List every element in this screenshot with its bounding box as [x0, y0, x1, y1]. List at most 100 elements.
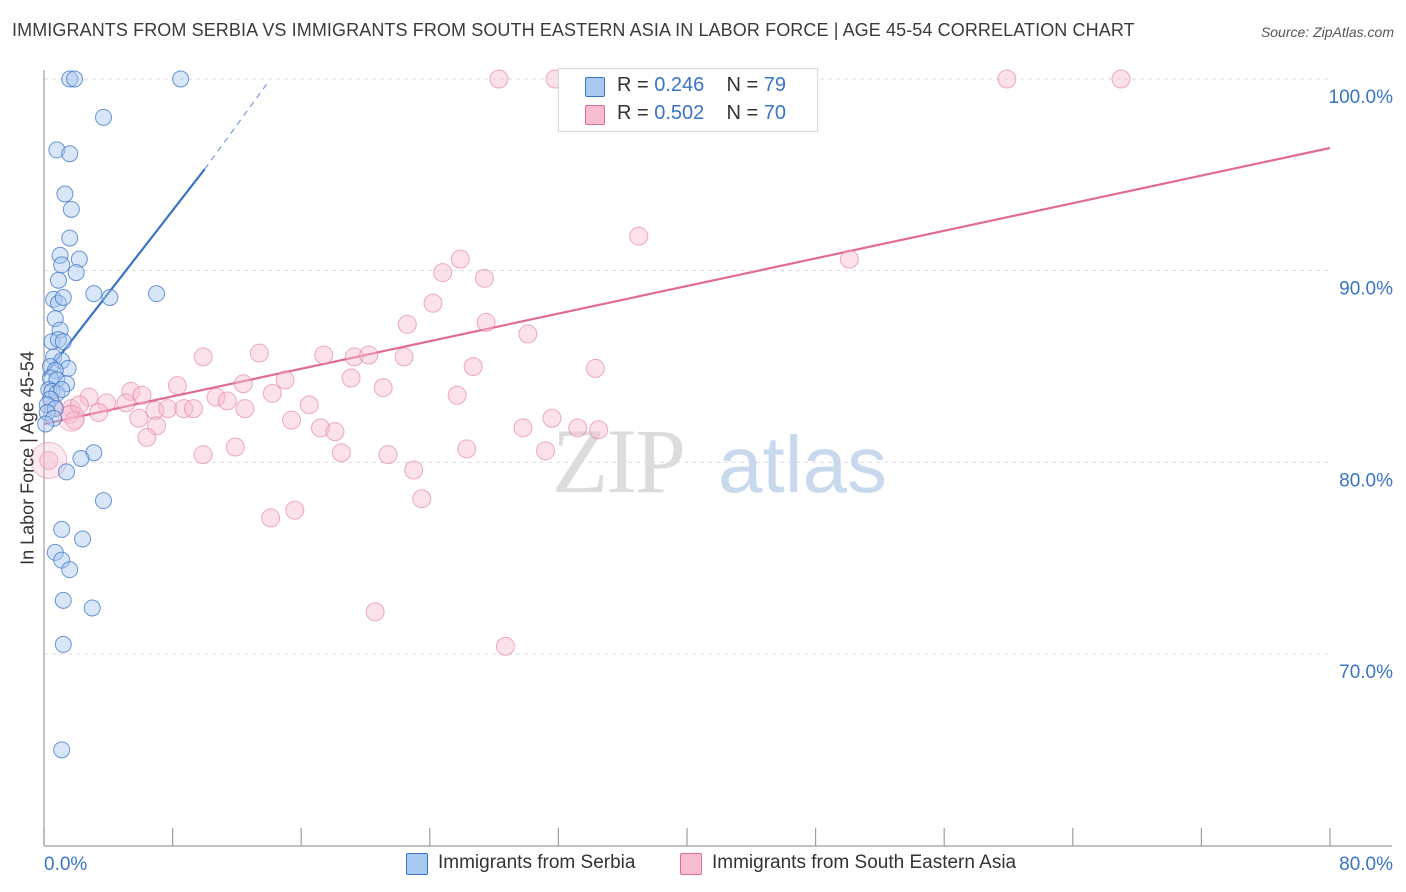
sea-point	[585, 358, 605, 378]
sea-point	[365, 602, 385, 622]
sea-point	[450, 249, 470, 269]
serbia-point	[54, 289, 72, 306]
serbia-point	[94, 108, 112, 126]
tick-labels: 70.0% 80.0% 90.0% 100.0% 0.0% 80.0%	[44, 87, 1393, 875]
serbia-point	[101, 289, 119, 306]
serbia-point	[61, 561, 79, 579]
sea-point	[629, 226, 649, 246]
serbia-point	[48, 141, 66, 159]
serbia-point	[56, 185, 74, 203]
sea-point	[997, 69, 1017, 89]
serbia-point	[61, 70, 79, 88]
sea-point	[235, 399, 255, 419]
sea-point	[542, 408, 562, 428]
sea-point	[193, 445, 213, 465]
sea-point	[69, 395, 89, 415]
serbia-point	[41, 390, 59, 408]
series-serbia-points	[37, 70, 190, 759]
x-tick-label-min: 0.0%	[44, 854, 87, 875]
sea-point	[79, 387, 99, 407]
serbia-point	[58, 463, 76, 481]
serbia-point	[62, 200, 80, 218]
sea-point	[463, 357, 483, 376]
sea-point-cluster	[30, 441, 68, 479]
sea-point	[489, 69, 509, 89]
serbia-point	[74, 530, 92, 548]
serbia-point	[54, 333, 72, 351]
serbia-point	[85, 285, 103, 303]
sea-point	[233, 374, 253, 394]
y-tick-label: 90.0%	[1339, 279, 1393, 300]
bottom-legend-swatch-sea	[680, 853, 702, 875]
legend-n-value: 70	[763, 102, 787, 124]
legend-box: R = 0.246 N = 79 R = 0.502 N = 70	[558, 68, 818, 132]
sea-point	[65, 410, 85, 430]
axes	[43, 70, 1392, 847]
source-label: Source: ZipAtlas.com	[1260, 24, 1394, 40]
sea-point	[394, 347, 414, 367]
sea-point	[132, 385, 152, 405]
y-tick-label: 100.0%	[1329, 87, 1394, 108]
sea-point	[183, 399, 203, 419]
serbia-point	[66, 70, 84, 88]
sea-point	[158, 399, 178, 419]
serbia-point	[61, 145, 79, 163]
legend-n-value: 79	[763, 74, 787, 96]
sea-point	[359, 345, 379, 365]
sea-point	[423, 293, 443, 313]
sea-point	[589, 420, 609, 440]
sea-point	[397, 314, 417, 334]
serbia-point	[54, 591, 72, 609]
y-axis-label: In Labor Force | Age 45-54	[17, 351, 38, 565]
watermark-zip: ZIP	[552, 410, 684, 512]
sea-trend-line	[43, 146, 1331, 426]
sea-point	[89, 403, 109, 422]
sea-point	[1111, 69, 1131, 89]
sea-point	[217, 391, 237, 411]
sea-point	[568, 418, 588, 438]
sea-point	[310, 418, 330, 438]
bottom-legend-label-sea: Immigrants from South Eastern Asia	[712, 852, 1017, 873]
sea-point	[206, 387, 226, 407]
sea-point	[129, 408, 149, 428]
serbia-point	[53, 381, 71, 398]
sea-point	[225, 437, 245, 457]
sea-point	[167, 376, 187, 396]
sea-point	[513, 418, 533, 438]
sea-point	[314, 345, 334, 365]
sea-point	[275, 370, 295, 390]
sea-point	[121, 381, 141, 401]
trend-lines	[43, 80, 1331, 426]
bottom-legend-label-serbia: Immigrants from Serbia	[438, 852, 636, 873]
sea-point	[412, 489, 432, 509]
legend-r-value: 0.502	[654, 102, 705, 124]
sea-point	[193, 347, 213, 367]
sea-point	[518, 324, 538, 344]
sea-point	[285, 500, 305, 520]
serbia-point	[53, 256, 71, 274]
sea-point	[262, 383, 282, 403]
legend-n-label: N =	[726, 74, 764, 96]
serbia-point	[148, 285, 166, 303]
legend-r-value: 0.246	[654, 74, 705, 96]
sea-point	[404, 460, 424, 480]
serbia-point	[45, 348, 63, 366]
chart-title: IMMIGRANTS FROM SERBIA VS IMMIGRANTS FRO…	[12, 20, 1135, 40]
serbia-point	[37, 415, 55, 433]
serbia-point	[172, 70, 190, 88]
sea-point	[433, 263, 453, 283]
sea-point	[299, 395, 319, 415]
x-tick-label-max: 80.0%	[1339, 854, 1393, 875]
serbia-point	[49, 271, 67, 289]
y-tick-label: 80.0%	[1339, 470, 1393, 491]
y-tick-label: 70.0%	[1339, 662, 1393, 683]
sea-point	[174, 399, 194, 419]
sea-point-cluster	[57, 404, 85, 432]
legend-r-label: R =	[617, 74, 655, 96]
sea-point	[373, 378, 393, 398]
watermark: ZIP atlas	[552, 410, 887, 512]
sea-point	[325, 422, 345, 442]
serbia-point	[70, 250, 88, 268]
sea-point	[839, 249, 859, 269]
sea-point	[344, 347, 364, 367]
